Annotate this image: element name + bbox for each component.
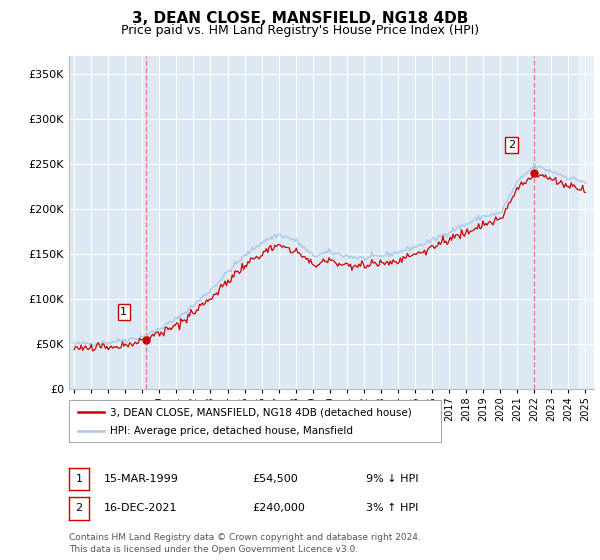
Text: 16-DEC-2021: 16-DEC-2021 xyxy=(104,503,178,514)
Text: 3, DEAN CLOSE, MANSFIELD, NG18 4DB (detached house): 3, DEAN CLOSE, MANSFIELD, NG18 4DB (deta… xyxy=(110,407,412,417)
Text: 2: 2 xyxy=(76,503,82,514)
Text: 2: 2 xyxy=(508,140,515,150)
Text: 15-MAR-1999: 15-MAR-1999 xyxy=(104,474,179,484)
Text: £54,500: £54,500 xyxy=(252,474,298,484)
Text: 3% ↑ HPI: 3% ↑ HPI xyxy=(366,503,418,514)
Bar xyxy=(578,56,594,389)
Text: 9% ↓ HPI: 9% ↓ HPI xyxy=(366,474,419,484)
Text: Price paid vs. HM Land Registry's House Price Index (HPI): Price paid vs. HM Land Registry's House … xyxy=(121,24,479,36)
Text: £240,000: £240,000 xyxy=(252,503,305,514)
Text: HPI: Average price, detached house, Mansfield: HPI: Average price, detached house, Mans… xyxy=(110,426,353,436)
Text: 1: 1 xyxy=(76,474,82,484)
Text: Contains HM Land Registry data © Crown copyright and database right 2024.
This d: Contains HM Land Registry data © Crown c… xyxy=(69,533,421,554)
Text: 3, DEAN CLOSE, MANSFIELD, NG18 4DB: 3, DEAN CLOSE, MANSFIELD, NG18 4DB xyxy=(132,11,468,26)
Bar xyxy=(578,56,594,389)
Text: 1: 1 xyxy=(121,307,127,317)
